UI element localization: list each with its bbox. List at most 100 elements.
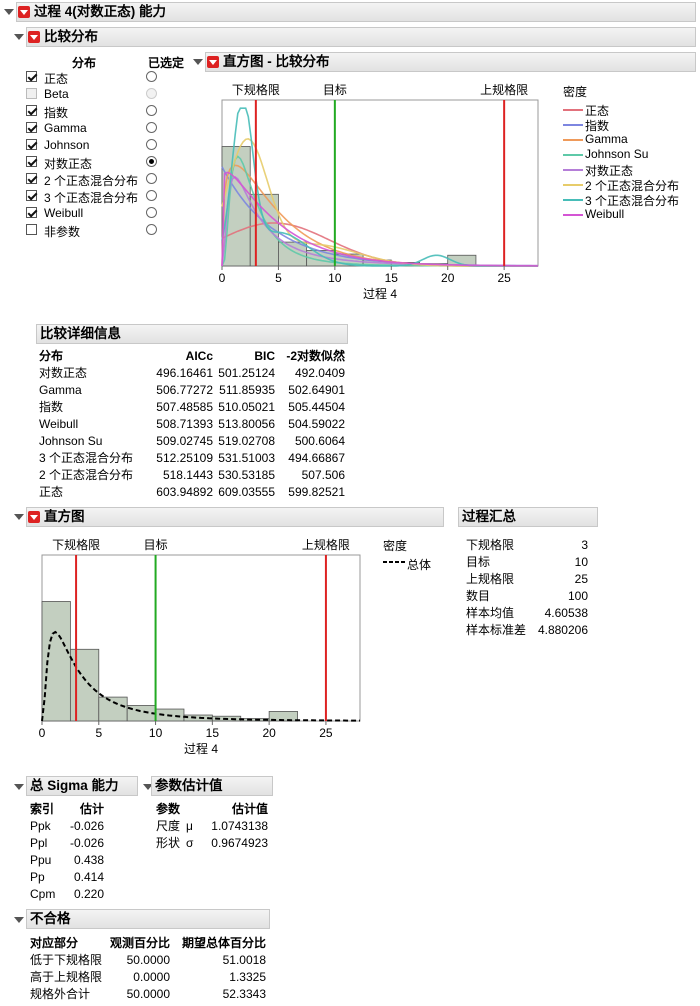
table-cell: 0.0000 [133,969,170,984]
collapse-icon[interactable] [14,784,24,790]
x-axis-label: 过程 4 [363,286,397,301]
distribution-checkbox[interactable] [26,156,37,167]
select-radio[interactable] [146,139,157,150]
distribution-checkbox[interactable] [26,139,37,150]
distribution-checkbox[interactable] [26,122,37,133]
table-cell: 2 个正态混合分布 [39,468,134,482]
table-row: 指数 507.48585 510.05021 505.44504 [39,398,345,415]
table-cell: 518.1443 [162,467,213,482]
table-row: 形状 σ 0.9674923 [156,834,268,851]
table-cell: 50.0000 [126,952,170,967]
collapse-icon[interactable] [193,59,203,65]
column-header: 估计值 [231,802,268,816]
select-radio[interactable] [146,156,157,167]
target-label: 目标 [144,538,168,552]
red-menu-icon[interactable] [28,511,40,523]
legend-swatch [563,169,583,171]
distribution-label: Gamma [44,121,87,135]
table-cell: 496.16461 [156,365,213,380]
main-title: 过程 4(对数正态) 能力 [34,4,167,19]
nonconf-header: 不合格 [26,909,270,929]
table-cell: 4.60538 [544,605,588,620]
table-cell: 519.02708 [218,433,275,448]
legend-swatch [563,214,583,216]
collapse-icon[interactable] [4,9,14,15]
nonconf-title: 不合格 [30,911,71,926]
x-tick-label: 20 [441,271,455,285]
table-row: 对数正态 496.16461 501.25124 492.0409 [39,364,345,381]
table-cell: Weibull [39,416,79,431]
legend-label: Johnson Su [585,147,649,161]
select-radio[interactable] [146,105,157,116]
table-cell: 1.0743138 [211,818,268,833]
collapse-icon[interactable] [14,514,24,520]
histogram-bar [41,601,71,722]
table-row: 规格外合计 50.0000 52.3343 [30,985,266,1002]
usl-label: 上规格限 [302,537,350,552]
table-cell: 指数 [39,400,64,414]
legend-label: 2 个正态混合分布 [585,179,680,193]
table-cell: 25 [574,571,588,586]
collapse-icon[interactable] [14,34,24,40]
legend-label: 对数正态 [585,164,634,178]
collapse-icon[interactable] [14,917,24,923]
table-row: 下规格限 3 [466,536,588,553]
table-cell: 样本标准差 [466,623,527,637]
red-menu-icon[interactable] [28,31,40,43]
table-cell: 4.880206 [537,622,588,637]
distribution-checkbox[interactable] [26,88,37,99]
lsl-label: 下规格限 [52,537,100,552]
column-header: BIC [254,348,275,363]
legend-swatch [563,199,583,201]
distribution-checkbox[interactable] [26,173,37,184]
details-header: 比较详细信息 [36,324,348,344]
distribution-label: 正态 [44,72,69,86]
select-radio[interactable] [146,88,157,99]
table-cell: 507.48585 [156,399,213,414]
distribution-checkbox[interactable] [26,71,37,82]
select-radio[interactable] [146,71,157,82]
x-tick-label: 25 [319,726,333,740]
table-row: Ppk -0.026 [30,817,104,834]
distribution-label: 非参数 [44,225,81,239]
x-tick-label: 20 [262,726,276,740]
details-table: 分布 AICc BIC -2对数似然 对数正态 496.16461 501.25124 49… [39,347,345,500]
table-cell: 低于下规格限 [30,953,103,967]
red-menu-icon[interactable] [18,6,30,18]
column-header: AICc [185,348,213,363]
table-row: 低于下规格限 50.0000 51.0018 [30,951,266,968]
collapse-icon[interactable] [143,784,153,790]
distribution-label: Beta [44,87,69,101]
table-cell: 507.506 [301,467,345,482]
table-cell: -0.026 [69,835,104,850]
x-tick-label: 0 [39,726,46,740]
distribution-checkbox[interactable] [26,207,37,218]
select-radio[interactable] [146,224,157,235]
table-cell: 50.0000 [126,986,170,1001]
table-row: 目标 10 [466,553,588,570]
distribution-checkbox[interactable] [26,105,37,116]
table-cell: 样本均值 [466,606,515,620]
select-radio[interactable] [146,173,157,184]
select-radio[interactable] [146,207,157,218]
table-cell: 尺度 [156,819,181,833]
table-cell: 508.71393 [156,416,213,431]
table-cell: 1.3325 [229,969,266,984]
table-cell: σ [186,835,194,850]
table-cell: -0.026 [69,818,104,833]
table-cell: 506.77272 [156,382,213,397]
x-tick-label: 10 [149,726,163,740]
table-cell: 高于上规格限 [30,970,103,984]
distribution-checkbox[interactable] [26,190,37,201]
select-radio[interactable] [146,122,157,133]
select-radio[interactable] [146,190,157,201]
red-menu-icon[interactable] [207,56,219,68]
table-row: 数目 100 [466,587,588,604]
table-cell: 492.0409 [294,365,345,380]
table-cell: 502.64901 [288,382,345,397]
distribution-checkbox[interactable] [26,224,37,235]
x-tick-label: 25 [497,271,511,285]
hist-compare-title: 直方图 - 比较分布 [223,54,330,69]
table-cell: 0.220 [73,886,104,901]
table-cell: 512.25109 [156,450,213,465]
